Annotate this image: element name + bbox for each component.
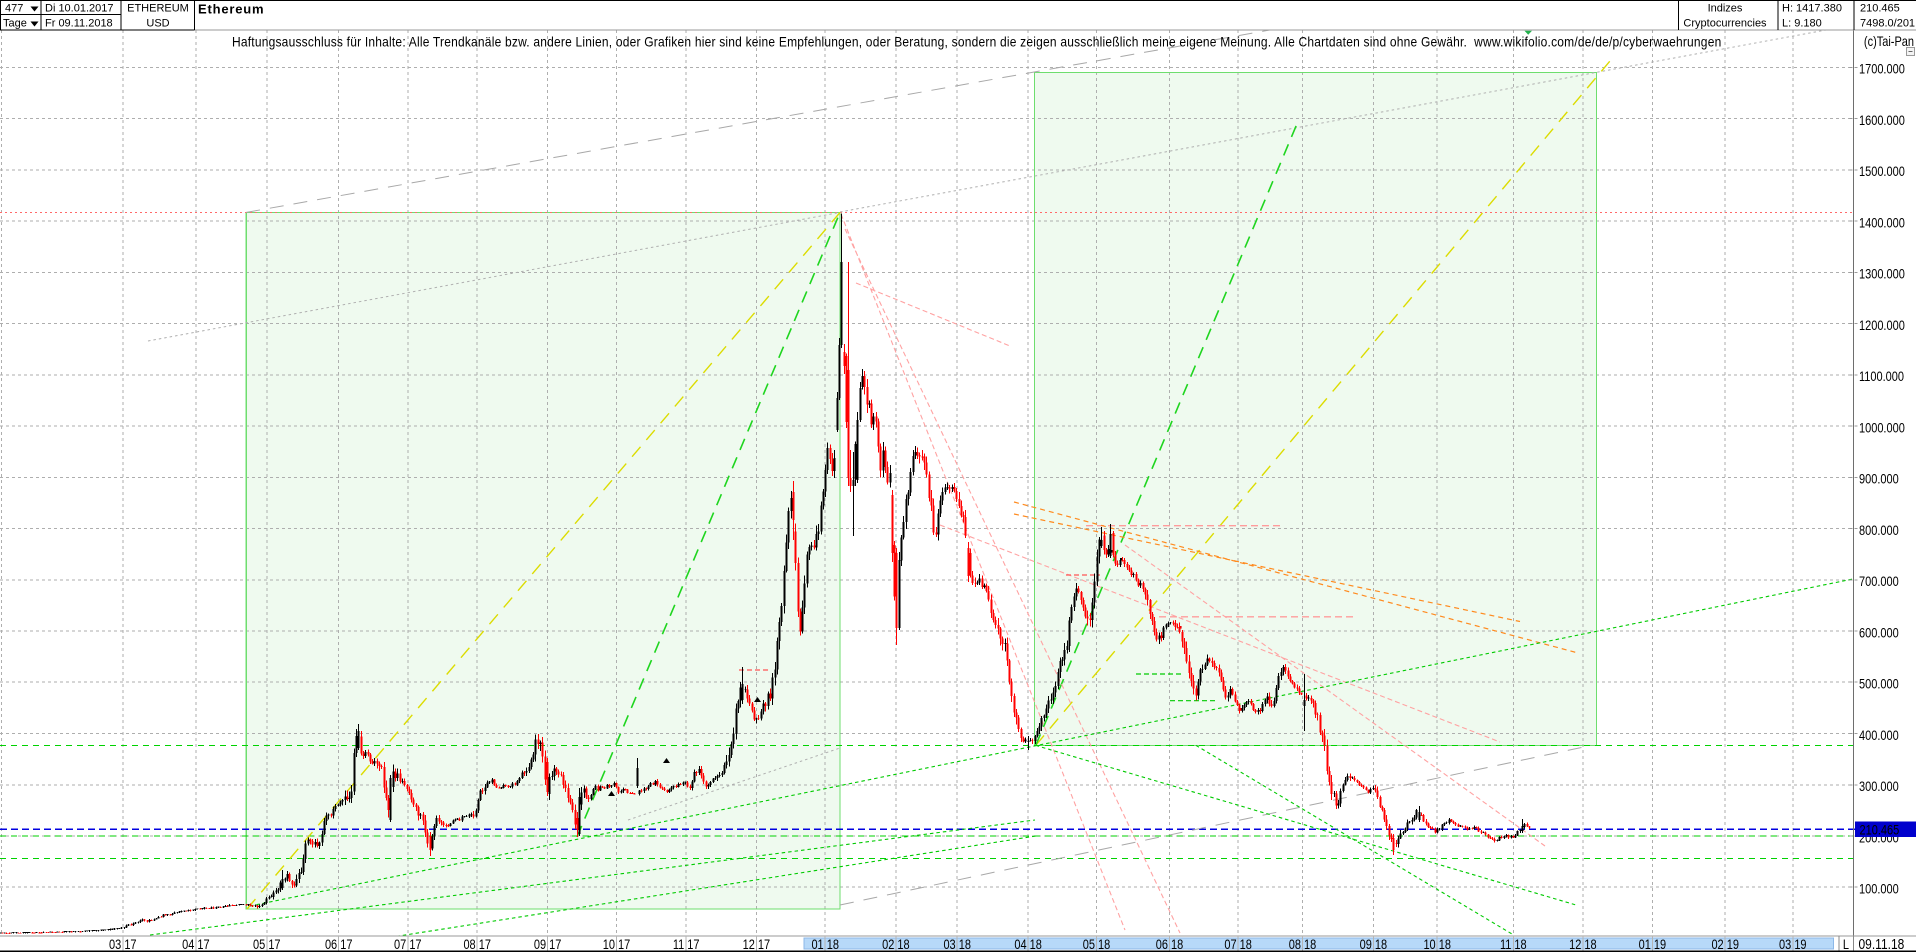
svg-text:02 18: 02 18: [882, 937, 910, 952]
svg-text:01 18: 01 18: [811, 937, 839, 952]
svg-text:477: 477: [5, 3, 23, 15]
svg-text:600.000: 600.000: [1859, 625, 1899, 640]
svg-text:USD: USD: [146, 18, 169, 30]
svg-text:08 17: 08 17: [463, 937, 491, 952]
svg-text:Di 10.01.2017: Di 10.01.2017: [45, 3, 114, 15]
svg-text:11 17: 11 17: [673, 937, 700, 952]
svg-text:1100.000: 1100.000: [1859, 369, 1904, 384]
svg-text:400.000: 400.000: [1859, 728, 1899, 743]
svg-text:03 19: 03 19: [1779, 937, 1807, 952]
svg-text:12 17: 12 17: [743, 937, 771, 952]
svg-text:7498.0/201: 7498.0/201: [1860, 18, 1915, 30]
svg-text:08 18: 08 18: [1289, 937, 1317, 952]
svg-text:ETHEREUM: ETHEREUM: [127, 3, 189, 15]
svg-text:06 17: 06 17: [325, 937, 353, 952]
svg-text:700.000: 700.000: [1859, 574, 1899, 589]
svg-text:07 18: 07 18: [1224, 937, 1252, 952]
svg-text:L: 9.180: L: 9.180: [1782, 18, 1822, 30]
svg-text:10 17: 10 17: [603, 937, 631, 952]
svg-text:L: L: [1843, 937, 1849, 952]
svg-text:04 17: 04 17: [182, 937, 210, 952]
svg-text:05 17: 05 17: [253, 937, 281, 952]
svg-text:300.000: 300.000: [1859, 779, 1899, 794]
svg-text:1300.000: 1300.000: [1859, 267, 1905, 282]
svg-text:1200.000: 1200.000: [1859, 318, 1905, 333]
svg-text:H: 1417.380: H: 1417.380: [1782, 3, 1842, 15]
svg-text:210.465: 210.465: [1860, 822, 1900, 837]
svg-text:210.465: 210.465: [1860, 3, 1900, 15]
svg-text:Tage: Tage: [3, 18, 27, 30]
svg-text:1500.000: 1500.000: [1859, 164, 1905, 179]
svg-text:03 18: 03 18: [943, 937, 971, 952]
svg-text:900.000: 900.000: [1859, 472, 1899, 487]
svg-text:Fr 09.11.2018: Fr 09.11.2018: [45, 18, 113, 30]
svg-text:Haftungsausschluss für Inhalte: Haftungsausschluss für Inhalte: Alle Tre…: [232, 34, 1721, 50]
svg-text:Ethereum: Ethereum: [198, 2, 264, 17]
svg-text:100.000: 100.000: [1859, 882, 1899, 897]
svg-text:11 18: 11 18: [1500, 937, 1527, 952]
svg-text:12 18: 12 18: [1569, 937, 1597, 952]
svg-text:09 18: 09 18: [1360, 937, 1388, 952]
svg-text:02 19: 02 19: [1711, 937, 1739, 952]
svg-text:07 17: 07 17: [394, 937, 422, 952]
svg-text:1400.000: 1400.000: [1859, 215, 1905, 230]
svg-text:09.11.18: 09.11.18: [1859, 936, 1905, 952]
svg-text:01 19: 01 19: [1639, 937, 1667, 952]
svg-text:Cryptocurrencies: Cryptocurrencies: [1683, 18, 1767, 30]
svg-text:03 17: 03 17: [109, 937, 137, 952]
svg-text:500.000: 500.000: [1859, 677, 1899, 692]
svg-text:06 18: 06 18: [1156, 937, 1184, 952]
svg-text:1700.000: 1700.000: [1859, 62, 1905, 77]
svg-text:04 18: 04 18: [1014, 937, 1042, 952]
svg-text:05 18: 05 18: [1083, 937, 1111, 952]
svg-text:1000.000: 1000.000: [1859, 420, 1905, 435]
svg-text:Indizes: Indizes: [1708, 3, 1743, 15]
svg-text:(c)Tai-Pan: (c)Tai-Pan: [1864, 34, 1914, 49]
svg-text:10 18: 10 18: [1423, 937, 1451, 952]
svg-text:800.000: 800.000: [1859, 523, 1899, 538]
svg-text:09 17: 09 17: [534, 937, 562, 952]
svg-text:1600.000: 1600.000: [1859, 113, 1905, 128]
